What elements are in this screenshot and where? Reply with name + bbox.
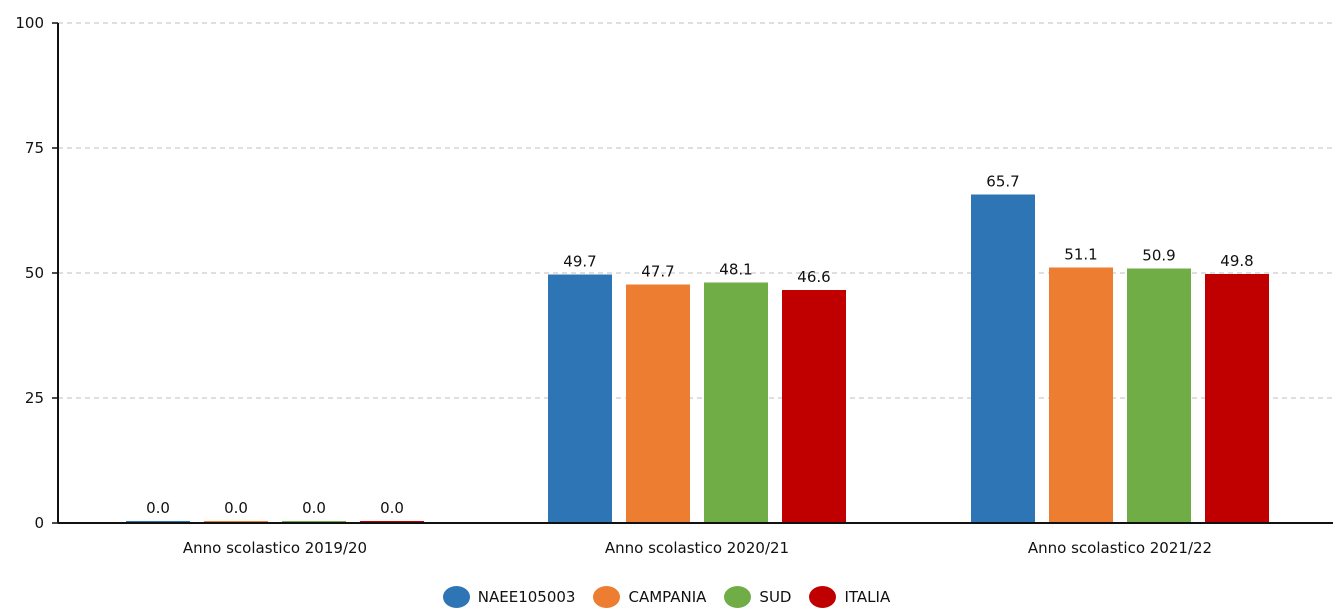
data-label: 48.1 [719,261,752,279]
data-label: 51.1 [1064,246,1097,264]
legend-swatch [442,586,470,608]
bar-italia-2[interactable] [1205,274,1269,523]
legend-label: SUD [759,588,792,606]
legend: NAEE105003 CAMPANIA SUD ITALIA [0,586,1333,608]
axes [52,22,1333,524]
y-tick-label: 25 [25,389,44,407]
legend-swatch [724,586,752,608]
bar-sud-1[interactable] [704,282,768,524]
legend-swatch [809,586,837,608]
data-label: 0.0 [302,499,326,517]
data-label: 0.0 [380,499,404,517]
legend-item-sud[interactable]: SUD [724,586,791,608]
y-tick-label: 75 [25,139,44,157]
x-category-label: Anno scolastico 2020/21 [605,539,789,557]
legend-item-campania[interactable]: CAMPANIA [593,586,706,608]
data-label: 50.9 [1142,247,1175,265]
legend-label: NAEE105003 [477,588,576,606]
legend-label: ITALIA [844,588,891,606]
bar-naee105003-2[interactable] [971,194,1035,524]
legend-item-italia[interactable]: ITALIA [809,586,890,608]
data-label: 0.0 [146,499,170,517]
data-label: 49.7 [563,253,596,271]
data-label: 46.6 [797,268,830,286]
legend-item-naee105003[interactable]: NAEE105003 [442,586,576,608]
bar-sud-2[interactable] [1127,268,1191,524]
data-label: 65.7 [986,173,1019,191]
data-label: 49.8 [1220,252,1253,270]
bar-campania-1[interactable] [626,284,690,524]
y-tick-label: 50 [25,264,44,282]
bar-naee105003-1[interactable] [548,274,612,524]
x-category-label: Anno scolastico 2021/22 [1028,539,1212,557]
labels: 0 25 50 75 100 0.0 0.0 0.0 0.0 Anno scolastico 20… [15,14,1253,557]
bar-italia-1[interactable] [782,290,846,523]
bar-campania-2[interactable] [1049,267,1113,524]
y-tick-label: 100 [15,14,44,32]
data-label: 0.0 [224,499,248,517]
bars [126,194,1269,524]
y-tick-label: 0 [34,514,44,532]
x-category-label: Anno scolastico 2019/20 [183,539,367,557]
legend-label: CAMPANIA [628,588,707,606]
data-label: 47.7 [641,263,674,281]
legend-swatch [593,586,621,608]
grid-lines [58,22,1333,399]
